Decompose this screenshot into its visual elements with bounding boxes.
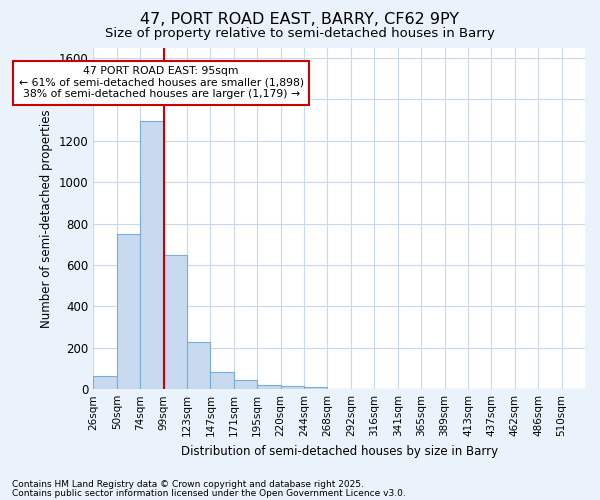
Y-axis label: Number of semi-detached properties: Number of semi-detached properties [40,109,53,328]
Text: 47 PORT ROAD EAST: 95sqm
← 61% of semi-detached houses are smaller (1,898)
38% o: 47 PORT ROAD EAST: 95sqm ← 61% of semi-d… [19,66,304,100]
Bar [281,386,304,389]
Text: Contains HM Land Registry data © Crown copyright and database right 2025.: Contains HM Land Registry data © Crown c… [12,480,364,489]
Bar [94,376,117,389]
Text: Size of property relative to semi-detached houses in Barry: Size of property relative to semi-detach… [105,28,495,40]
Bar [211,372,234,389]
Text: 47, PORT ROAD EAST, BARRY, CF62 9PY: 47, PORT ROAD EAST, BARRY, CF62 9PY [140,12,460,28]
Bar [187,342,211,389]
Bar [117,234,140,389]
Bar [304,387,328,389]
Text: Contains public sector information licensed under the Open Government Licence v3: Contains public sector information licen… [12,488,406,498]
Bar [140,121,164,389]
Bar [257,384,281,389]
Bar [234,380,257,389]
X-axis label: Distribution of semi-detached houses by size in Barry: Distribution of semi-detached houses by … [181,444,498,458]
Bar [164,254,187,389]
